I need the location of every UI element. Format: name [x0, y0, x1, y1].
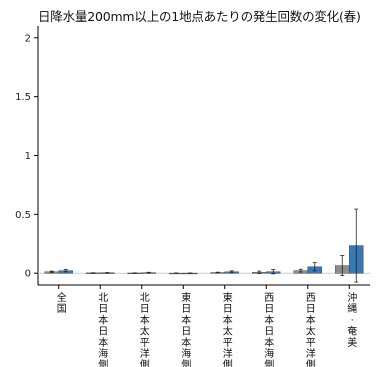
category-label-char: 太 — [223, 325, 233, 338]
category-label-char: 太 — [306, 325, 316, 338]
category-label-char: 沖 — [347, 291, 357, 304]
category-label-char: 海 — [181, 347, 191, 360]
category-label-char: 洋 — [306, 347, 316, 360]
category-label-char: 日 — [140, 304, 150, 315]
category-label: 沖縄·奄美 — [347, 291, 357, 349]
category-label-char: 本 — [306, 313, 316, 326]
category-label-char: 日 — [181, 327, 191, 338]
y-tick-label: 2 — [25, 33, 31, 44]
category-label: 全国 — [57, 291, 67, 315]
category-label-char: 東 — [181, 291, 191, 304]
category-label-char: 日 — [306, 304, 316, 315]
category-label-char: 側 — [264, 358, 274, 367]
category-label-char: 奄 — [347, 325, 357, 338]
category-label-char: 北 — [98, 292, 108, 304]
category-label-char: 日 — [98, 327, 108, 338]
category-label-char: 洋 — [140, 347, 150, 360]
y-tick-label: 1.5 — [15, 92, 31, 103]
category-label-char: 西 — [306, 293, 316, 304]
category-label-char: 東 — [223, 291, 233, 304]
category-label-char: 平 — [223, 338, 233, 349]
category-label-char: 美 — [347, 336, 357, 349]
category-label-char: 縄 — [347, 302, 357, 315]
category-label-char: 北 — [140, 292, 150, 304]
category-label-char: 日 — [223, 304, 233, 315]
chart-title: 日降水量200mm以上の1地点あたりの発生回数の変化(春) — [38, 9, 361, 24]
category-label-char: 本 — [140, 313, 150, 326]
category-label-char: 洋 — [223, 347, 233, 360]
y-tick-label: 0 — [25, 269, 31, 280]
category-label-char: 本 — [264, 313, 274, 326]
category-label-char: 本 — [264, 336, 274, 349]
category-label-char: · — [351, 315, 354, 326]
category-label-char: 日 — [264, 304, 274, 315]
category-label-char: 側 — [181, 358, 191, 367]
category-label-char: 日 — [98, 304, 108, 315]
category-label-char: 側 — [306, 358, 316, 367]
category-label-char: 本 — [181, 313, 191, 326]
category-label-char: 国 — [57, 303, 67, 315]
category-label-char: 側 — [140, 358, 150, 367]
category-label-char: 日 — [181, 304, 191, 315]
category-label-char: 本 — [181, 336, 191, 349]
category-label-char: 本 — [98, 336, 108, 349]
category-label-char: 側 — [98, 358, 108, 367]
y-tick-label: 0.5 — [15, 210, 31, 221]
category-label-char: 側 — [223, 358, 233, 367]
category-label-char: 海 — [98, 347, 108, 360]
y-tick-label: 1 — [25, 151, 31, 162]
category-label-char: 海 — [264, 347, 274, 360]
category-label-char: 太 — [140, 325, 150, 338]
category-label-char: 平 — [140, 338, 150, 349]
category-label-char: 日 — [264, 327, 274, 338]
category-label-char: 平 — [306, 338, 316, 349]
category-label-char: 本 — [98, 313, 108, 326]
category-label-char: 西 — [264, 293, 274, 304]
category-label-char: 全 — [57, 291, 67, 304]
category-label-char: 本 — [223, 313, 233, 326]
